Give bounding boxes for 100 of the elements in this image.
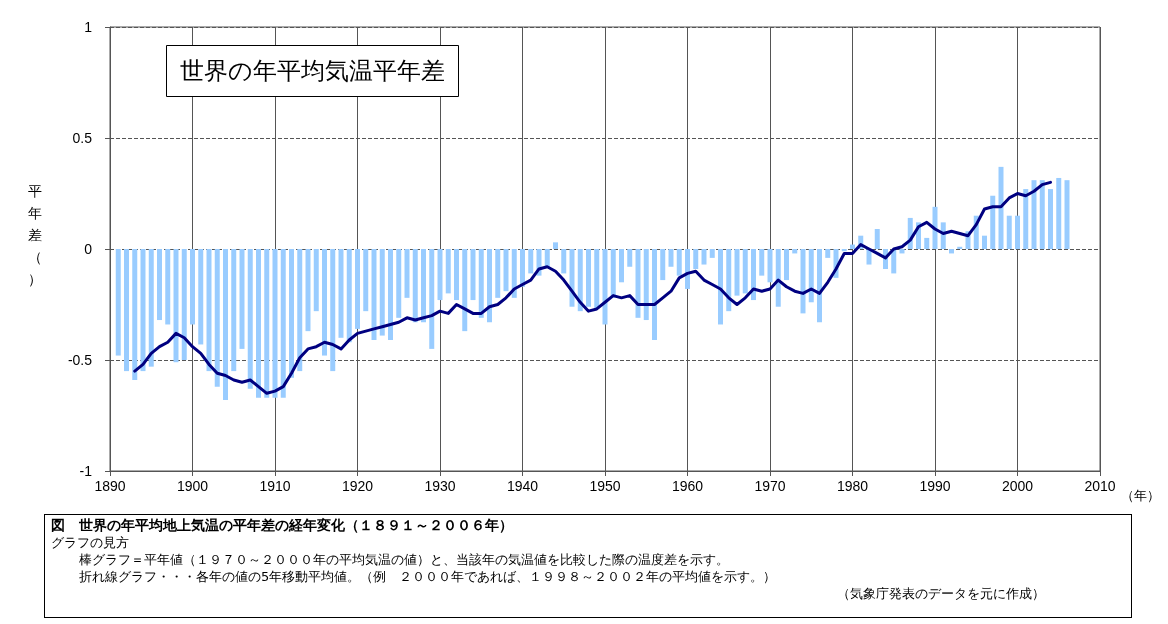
bar: [825, 249, 831, 258]
bar: [627, 249, 633, 267]
bar: [949, 249, 954, 254]
bar: [817, 249, 822, 323]
x-tick-label: 1980: [836, 478, 869, 494]
x-tick-label: 2000: [1001, 478, 1034, 494]
bar: [726, 249, 732, 312]
bar: [734, 249, 740, 296]
x-tick-label: 1960: [671, 478, 704, 494]
bar: [115, 249, 121, 356]
bar: [569, 249, 575, 307]
bar: [503, 249, 509, 292]
bar: [759, 249, 765, 276]
bar: [553, 242, 558, 249]
y-tick-label: -0.5: [67, 352, 93, 368]
x-tick-label: 1950: [589, 478, 621, 494]
x-tick-label: 1970: [754, 478, 786, 494]
bar: [685, 249, 690, 289]
bar: [478, 249, 484, 318]
x-tick-label: 1890: [94, 478, 126, 494]
bar: [990, 195, 996, 249]
bar: [660, 249, 666, 281]
y-tick-label: 0.5: [72, 130, 93, 146]
bar: [850, 244, 855, 249]
x-tick-label: 1990: [919, 478, 951, 494]
bar: [800, 249, 806, 314]
bar: [214, 249, 220, 387]
bar: [1031, 180, 1037, 249]
bar: [429, 249, 435, 349]
bar: [544, 249, 550, 267]
text: 世界の年平均気温平年差: [180, 57, 445, 85]
bar: [454, 249, 459, 301]
bar: [280, 249, 286, 398]
bar: [487, 249, 492, 323]
bar: [594, 249, 600, 309]
bar: [1039, 180, 1045, 249]
bar: [396, 249, 402, 318]
bar: [388, 249, 393, 341]
bar: [602, 249, 608, 325]
x-tick-label: 1920: [341, 478, 374, 494]
bar: [322, 249, 327, 356]
bar: [190, 249, 195, 325]
y-tick-label: -1: [79, 463, 93, 479]
bar: [1048, 189, 1053, 249]
bar: [924, 237, 930, 249]
x-tick-label: 1910: [259, 478, 291, 494]
bar: [1064, 180, 1070, 249]
y-tick-label: 0: [84, 241, 93, 257]
bar: [445, 249, 451, 294]
bar: [693, 249, 699, 269]
bar: [124, 249, 129, 372]
bar: [610, 249, 616, 298]
bar: [701, 249, 707, 265]
bar: [577, 249, 583, 312]
bar: [808, 249, 814, 303]
bar: [421, 249, 426, 323]
bar: [511, 249, 517, 298]
bar: [470, 249, 476, 301]
x-tick-label: 1930: [424, 478, 456, 494]
bar: [379, 249, 385, 336]
x-axis-title: （年）: [1121, 488, 1161, 503]
bar: [346, 249, 352, 343]
bar: [289, 249, 294, 378]
bar: [528, 249, 534, 274]
bar: [198, 249, 204, 345]
bar: [132, 249, 138, 380]
bar: [338, 249, 344, 338]
bar: [784, 249, 789, 281]
text: グラフの見方: [51, 534, 130, 551]
bar: [718, 249, 723, 325]
bar: [412, 249, 418, 323]
bar: [305, 249, 311, 332]
bar: [231, 249, 237, 372]
bar: [957, 246, 963, 249]
bar: [223, 249, 228, 400]
bar: [520, 249, 525, 287]
bar: [272, 249, 278, 398]
text: 棒グラフ＝平年値（１９７０～２０００年の平均気温の値）と、当該年の気温値を比較した際の温度差を示す。: [78, 551, 730, 568]
bar: [561, 249, 567, 274]
x-tick-label: 2010: [1084, 478, 1116, 494]
x-tick-label: 1940: [506, 478, 539, 494]
bar: [239, 249, 245, 349]
bar: [1006, 215, 1012, 249]
bar: [668, 249, 674, 267]
bar: [181, 249, 187, 360]
bar: [676, 249, 682, 276]
bar: [165, 249, 171, 325]
bar: [998, 166, 1004, 249]
bar: [173, 249, 179, 363]
bar: [256, 249, 261, 398]
bar: [140, 249, 146, 372]
bar: [932, 206, 938, 249]
bar: [982, 235, 987, 249]
bar: [751, 249, 756, 301]
bar: [1056, 177, 1062, 249]
text: 図 世界の年平均地上気温の平年差の経年変化（１８９１～２００６年）: [51, 517, 514, 534]
bar: [330, 249, 336, 372]
bar: [1015, 215, 1020, 249]
bar: [355, 249, 360, 329]
bar: [462, 249, 468, 332]
